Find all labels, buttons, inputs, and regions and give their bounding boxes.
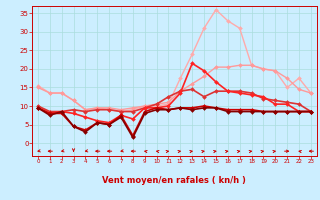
X-axis label: Vent moyen/en rafales ( kn/h ): Vent moyen/en rafales ( kn/h ) <box>102 176 246 185</box>
